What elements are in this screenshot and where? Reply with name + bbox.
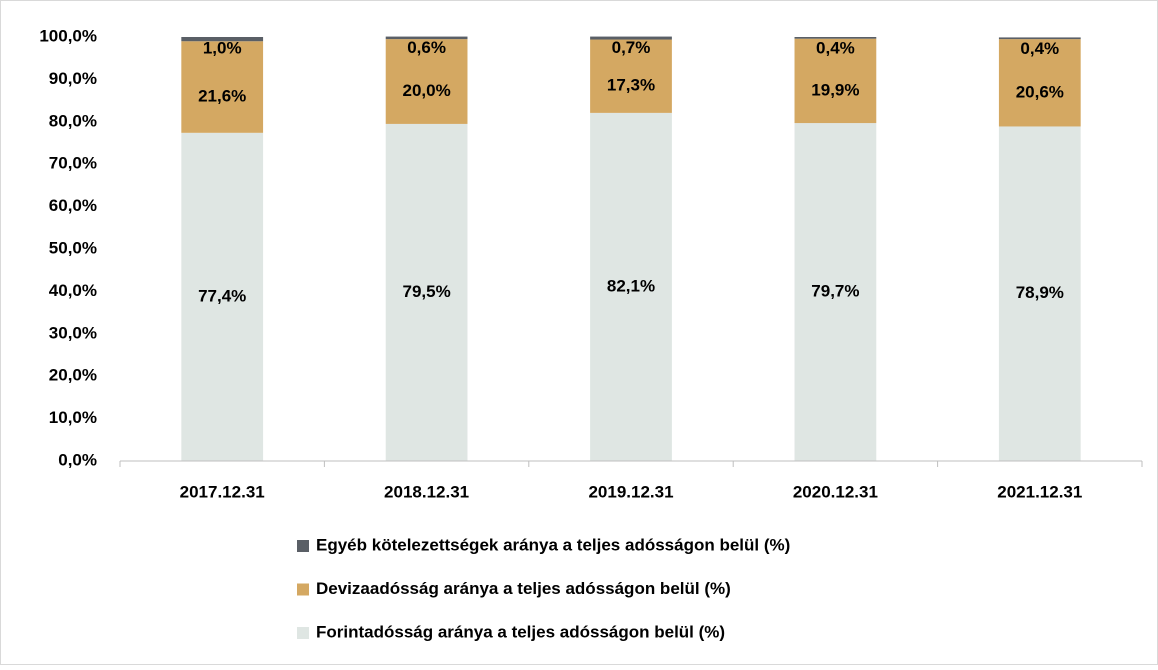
legend-swatch [297,627,309,639]
legend-label: Forintadósság aránya a teljes adósságon … [316,622,725,641]
legend-label: Devizaadósság aránya a teljes adósságon … [316,579,731,598]
data-label: 20,6% [1016,82,1064,101]
bar-segment [998,39,1081,127]
y-tick-label: 20,0% [49,366,97,385]
data-label: 79,5% [402,282,450,301]
data-label: 1,0% [203,38,242,57]
bar-segment [181,37,264,42]
data-label: 0,4% [1020,39,1059,58]
data-label: 19,9% [811,80,859,99]
data-label: 0,6% [407,38,446,57]
y-tick-label: 90,0% [49,69,97,88]
bar-segment [998,126,1081,462]
bar-segment [590,39,672,113]
y-tick-label: 100,0% [39,26,97,45]
legend-swatch [297,540,309,552]
data-label: 20,0% [402,81,450,100]
y-tick-label: 80,0% [49,111,97,130]
bar-segment [181,41,264,133]
y-tick-label: 60,0% [49,196,97,215]
y-tick-label: 50,0% [49,238,97,257]
bar-segment [590,112,672,462]
data-label: 77,4% [198,286,246,305]
x-tick-label: 2017.12.31 [180,482,265,501]
y-tick-label: 70,0% [49,154,97,173]
bar-segment [385,123,468,462]
legend-swatch [297,583,309,596]
y-tick-label: 40,0% [49,281,97,300]
y-tick-label: 0,0% [58,450,97,469]
bar-segment [794,123,877,462]
y-tick-label: 30,0% [49,323,97,342]
bar-segment [385,36,468,40]
y-tick-label: 10,0% [49,408,97,427]
x-tick-label: 2019.12.31 [588,482,673,501]
data-label: 78,9% [1016,283,1064,302]
data-label: 82,1% [607,276,655,295]
bar-segment [794,38,877,124]
x-tick-label: 2020.12.31 [793,482,878,501]
data-label: 0,4% [816,38,855,57]
bar-segment [998,37,1081,40]
data-label: 17,3% [607,76,655,95]
data-label: 79,7% [811,282,859,301]
legend-label: Egyéb kötelezettségek aránya a teljes ad… [316,535,790,554]
x-tick-label: 2018.12.31 [384,482,469,501]
x-tick-label: 2021.12.31 [997,482,1082,501]
bar-segment [181,132,264,461]
bar-segment [794,37,877,39]
bar-segment [590,36,672,40]
bar-segment [385,39,468,124]
data-label: 0,7% [612,38,651,57]
data-label: 21,6% [198,87,246,106]
